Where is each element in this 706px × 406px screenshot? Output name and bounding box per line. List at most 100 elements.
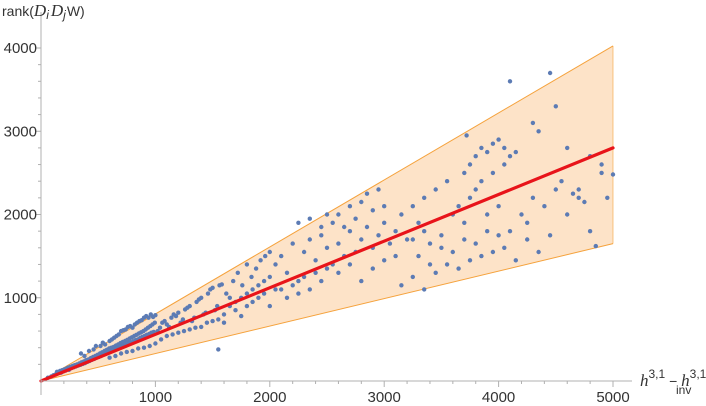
data-point bbox=[456, 266, 461, 271]
data-point bbox=[284, 270, 290, 275]
data-point bbox=[162, 318, 167, 324]
data-point bbox=[610, 172, 616, 177]
x-tick-label: 1000 bbox=[139, 389, 172, 406]
data-point bbox=[496, 204, 501, 209]
data-point bbox=[364, 191, 370, 196]
data-point bbox=[146, 315, 151, 320]
data-point bbox=[359, 237, 364, 242]
data-point bbox=[473, 154, 478, 159]
data-point bbox=[102, 342, 108, 347]
data-point bbox=[473, 187, 478, 192]
data-point bbox=[224, 291, 229, 296]
data-point bbox=[193, 325, 198, 330]
data-point bbox=[576, 187, 581, 192]
data-point bbox=[152, 320, 157, 325]
data-point bbox=[519, 212, 524, 217]
data-point bbox=[290, 283, 295, 288]
data-point bbox=[359, 278, 364, 284]
data-point bbox=[507, 79, 513, 84]
data-point bbox=[605, 195, 610, 200]
data-point bbox=[370, 208, 375, 213]
data-point bbox=[124, 349, 129, 355]
data-point bbox=[250, 287, 255, 292]
data-point bbox=[393, 229, 398, 234]
data-point bbox=[313, 270, 318, 275]
axis-ticks: 1000 2000 3000 4000 5000 1000 2000 3000 4000 bbox=[4, 40, 630, 406]
data-point bbox=[410, 204, 415, 209]
data-point bbox=[187, 303, 192, 309]
data-point bbox=[176, 310, 181, 315]
data-point bbox=[313, 258, 318, 263]
data-point bbox=[444, 179, 450, 184]
data-point bbox=[399, 283, 404, 288]
data-point bbox=[244, 303, 250, 309]
data-point bbox=[233, 308, 238, 313]
data-point bbox=[307, 216, 312, 221]
data-point bbox=[267, 274, 272, 280]
data-point bbox=[404, 237, 410, 242]
data-point bbox=[216, 347, 221, 352]
data-point bbox=[399, 212, 404, 217]
data-point bbox=[319, 278, 324, 284]
data-point bbox=[467, 162, 473, 167]
data-point bbox=[240, 283, 245, 288]
data-point bbox=[113, 353, 118, 359]
data-point bbox=[433, 187, 438, 192]
data-point bbox=[231, 278, 236, 284]
data-point bbox=[319, 224, 324, 230]
data-point bbox=[376, 233, 381, 238]
data-point bbox=[239, 313, 244, 319]
data-point bbox=[336, 212, 341, 217]
data-point bbox=[263, 253, 268, 259]
data-point bbox=[307, 287, 312, 292]
data-point bbox=[153, 313, 158, 318]
data-point bbox=[576, 195, 581, 200]
data-point bbox=[157, 325, 163, 330]
data-point bbox=[324, 245, 330, 250]
data-point bbox=[199, 324, 204, 330]
data-point bbox=[416, 220, 421, 225]
data-point bbox=[181, 328, 187, 334]
data-point bbox=[422, 287, 427, 292]
data-point bbox=[180, 317, 186, 322]
data-point bbox=[427, 241, 433, 246]
data-point bbox=[258, 258, 263, 263]
data-point bbox=[219, 282, 224, 287]
data-point bbox=[330, 220, 335, 225]
data-point bbox=[450, 249, 455, 255]
data-point bbox=[542, 204, 547, 209]
data-point bbox=[485, 212, 490, 217]
data-point bbox=[464, 133, 469, 138]
data-point bbox=[525, 237, 530, 242]
data-point bbox=[98, 343, 103, 349]
data-point bbox=[513, 258, 518, 263]
data-point bbox=[599, 162, 604, 167]
data-point bbox=[170, 332, 175, 337]
data-point bbox=[158, 337, 164, 342]
data-point bbox=[336, 270, 341, 275]
data-point bbox=[416, 253, 421, 259]
data-point bbox=[507, 154, 513, 159]
data-point bbox=[141, 345, 147, 350]
data-point bbox=[462, 220, 467, 225]
data-point bbox=[547, 70, 553, 76]
data-point bbox=[530, 195, 536, 200]
y-tick-label: 2000 bbox=[4, 207, 37, 224]
band-fill bbox=[41, 45, 613, 381]
data-point bbox=[187, 327, 192, 332]
data-point bbox=[496, 137, 501, 142]
data-point bbox=[513, 149, 518, 155]
data-point bbox=[249, 274, 254, 280]
data-point bbox=[216, 317, 221, 322]
data-point bbox=[256, 283, 261, 288]
data-point bbox=[82, 353, 87, 359]
data-point bbox=[593, 243, 598, 249]
data-point bbox=[382, 220, 387, 225]
data-point bbox=[525, 220, 530, 225]
data-point bbox=[382, 204, 387, 209]
data-point bbox=[221, 320, 227, 325]
x-tick-label: 4000 bbox=[482, 389, 515, 406]
data-point bbox=[382, 258, 387, 263]
data-point bbox=[370, 266, 375, 271]
fit-line bbox=[39, 146, 615, 383]
